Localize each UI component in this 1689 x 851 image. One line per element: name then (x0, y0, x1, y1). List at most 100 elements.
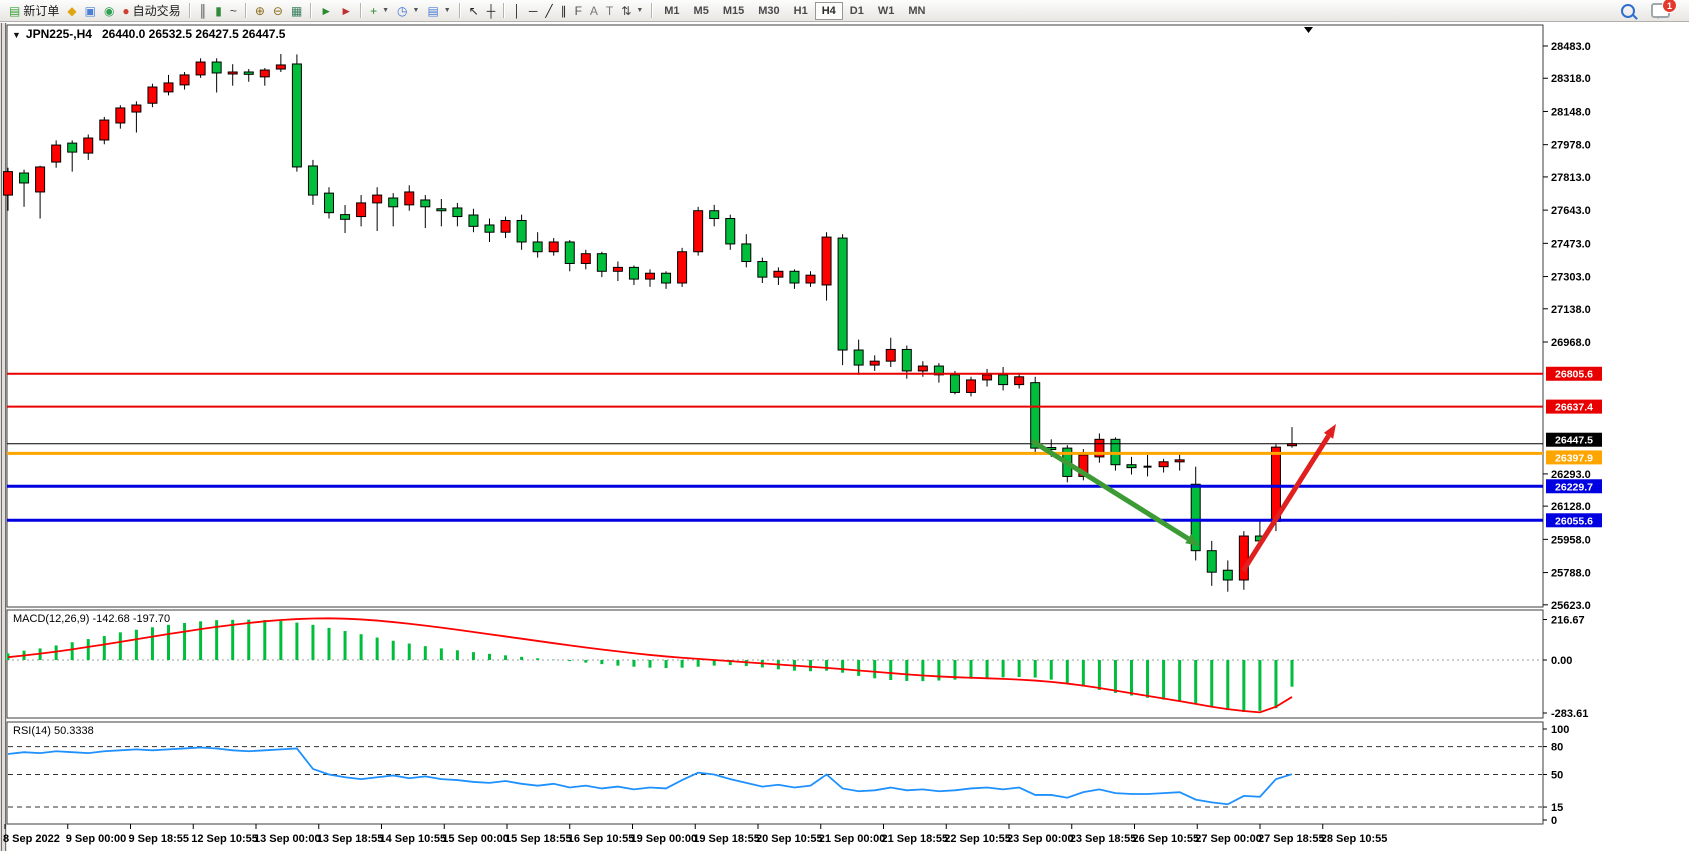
rsi-axis-label: 80 (1551, 742, 1563, 754)
auto-trading-button-label: 自动交易 (132, 4, 181, 18)
data-window-icon: ▣ (84, 3, 96, 18)
rsi-indicator-label: RSI(14) 50.3338 (13, 725, 94, 737)
navigator-icon: ◉ (103, 3, 115, 18)
dropdown-caret-icon[interactable]: ▼ (443, 7, 451, 14)
vertical-line-button[interactable]: │ (509, 1, 525, 21)
timeframe-m30[interactable]: M30 (758, 4, 780, 17)
time-tick-label: 21 Sep 18:55 (882, 833, 949, 845)
timeframe-mn[interactable]: MN (908, 4, 926, 17)
arrow-annotations (1030, 424, 1336, 573)
rsi-axis-label: 50 (1551, 770, 1563, 782)
timeframe-d1[interactable]: D1 (849, 4, 864, 17)
macd-signal-line (7, 617, 1293, 714)
chart-shift-button[interactable]: ► (316, 1, 336, 21)
zoom-out-button[interactable]: ⊖ (269, 1, 287, 21)
macd-axis-label: 216.67 (1551, 615, 1585, 627)
time-tick-label: 12 Sep 10:55 (191, 833, 258, 845)
price-tag (1546, 366, 1602, 381)
line-chart-icon: ~ (229, 3, 237, 18)
new-order-button[interactable]: ▤ 新订单 (5, 1, 63, 21)
dropdown-caret-icon[interactable]: ▼ (382, 7, 390, 14)
price-tick-label: 27643.0 (1551, 205, 1591, 217)
time-tick-label: 22 Sep 10:55 (944, 833, 1011, 845)
price-tick-label: 27813.0 (1551, 172, 1591, 184)
toolbar: ▤ 新订单 ◆ ▣ ◉ ● 自动交易 ║ ▮ ~ ⊕ ⊖ ▦ ► ► + ▼ ◷ ▼ ▤ ▼ ↖ ┼ │ ─ ╱ ∥ F A T ⇅ ▼ M1… (0, 0, 1689, 22)
equidistant-channel-button[interactable]: ∥ (557, 1, 571, 21)
macd-axis-label: 0.00 (1551, 655, 1572, 667)
market-watch-button[interactable]: ◆ (63, 1, 80, 21)
new-order-button-label: 新订单 (23, 4, 60, 18)
navigator-button[interactable]: ◉ (100, 1, 118, 21)
timeframe-m15[interactable]: M15 (722, 4, 745, 17)
toolbar-separator (458, 3, 461, 18)
time-tick-label: 13 Sep 00:00 (254, 833, 321, 845)
time-tick-label: 20 Sep 10:55 (756, 833, 823, 845)
price-tick-label: 28483.0 (1551, 41, 1591, 53)
search-icon[interactable] (1621, 3, 1635, 18)
market-watch-icon: ◆ (67, 3, 77, 18)
timeframe-w1[interactable]: W1 (877, 4, 895, 17)
periods-button[interactable]: ◷ ▼ (393, 1, 423, 21)
timeframe-h1[interactable]: H1 (793, 4, 808, 17)
window-left-border (0, 23, 7, 851)
time-tick-label: 8 Sep 2022 (3, 833, 60, 845)
candlestick-icon: ▮ (215, 3, 222, 18)
time-tick-label: 9 Sep 18:55 (129, 833, 190, 845)
chat-icon[interactable]: 1 (1651, 0, 1677, 19)
price-tag (1546, 450, 1602, 465)
toolbar-separator (503, 3, 506, 18)
time-tick-label: 19 Sep 00:00 (631, 833, 698, 845)
candles-layer (3, 54, 1297, 592)
time-tick-label: 9 Sep 00:00 (66, 833, 127, 845)
templates-button[interactable]: ▤ ▼ (423, 1, 454, 21)
dropdown-caret-icon[interactable]: ▼ (412, 7, 420, 14)
time-tick-label: 15 Sep 00:00 (442, 833, 509, 845)
line-chart-button[interactable]: ~ (226, 1, 241, 21)
text-label-button[interactable]: T (602, 1, 617, 21)
time-tick-label: 21 Sep 00:00 (819, 833, 886, 845)
fibonacci-button[interactable]: F (571, 1, 586, 21)
ohlc-values: 26440.0 26532.5 26427.5 26447.5 (101, 27, 286, 41)
zoom-in-button[interactable]: ⊕ (251, 1, 269, 21)
time-tick-label: 16 Sep 10:55 (568, 833, 635, 845)
trendline-button[interactable]: ╱ (541, 1, 556, 21)
tile-windows-icon: ▦ (290, 3, 303, 18)
timeframe-bar: M1 M5 M15 M30 H1 H4 D1 W1 MN (657, 1, 932, 20)
crosshair-button[interactable]: ┼ (483, 1, 500, 21)
symbol-dropdown-icon[interactable]: ▼ (12, 30, 21, 40)
timeframe-h4[interactable]: H4 (814, 1, 843, 20)
auto-scroll-button[interactable]: ► (336, 1, 356, 21)
price-tick-label: 27978.0 (1551, 140, 1591, 152)
price-tag-text: 26637.4 (1555, 402, 1593, 414)
up-trend-arrow (1240, 434, 1331, 573)
indicators-button[interactable]: + ▼ (366, 1, 393, 21)
text-icon: A (589, 3, 598, 18)
horizontal-line-button[interactable]: ─ (525, 1, 542, 21)
arrows-button[interactable]: ⇅ ▼ (617, 1, 647, 21)
rsi-line (7, 746, 1293, 806)
price-tag-text: 26229.7 (1555, 481, 1593, 493)
toolbar-right: 1 (1621, 0, 1684, 19)
cursor-button[interactable]: ↖ (465, 1, 483, 21)
dropdown-caret-icon[interactable]: ▼ (636, 7, 644, 14)
time-tick-label: 13 Sep 18:55 (317, 833, 384, 845)
candlestick-button[interactable]: ▮ (211, 1, 226, 21)
auto-trading-button[interactable]: ● 自动交易 (118, 1, 184, 21)
time-tick-label: 26 Sep 10:55 (1133, 833, 1200, 845)
rsi-axis-label: 100 (1551, 724, 1569, 736)
tile-windows-button[interactable]: ▦ (287, 1, 306, 21)
text-button[interactable]: A (586, 1, 602, 21)
equidistant-channel-icon: ∥ (560, 3, 567, 18)
bar-chart-button[interactable]: ║ (195, 1, 212, 21)
timeframe-m1[interactable]: M1 (664, 4, 680, 17)
toolbar-separator (310, 3, 313, 18)
time-tick-label: 23 Sep 18:55 (1070, 833, 1137, 845)
price-axis[interactable]: 28483.0 28318.0 28148.0 27978.0 27813.0 27643… (1543, 41, 1602, 612)
time-axis[interactable]: 8 Sep 2022 9 Sep 00:00 9 Sep 18:55 12 Sep 1… (3, 824, 1387, 845)
data-window-button[interactable]: ▣ (81, 1, 100, 21)
timeframe-m5[interactable]: M5 (693, 4, 709, 17)
text-label-icon: T (605, 3, 614, 18)
symbol-timeframe-label: JPN225-,H4 (25, 27, 92, 41)
price-tick-label: 27138.0 (1551, 304, 1591, 316)
